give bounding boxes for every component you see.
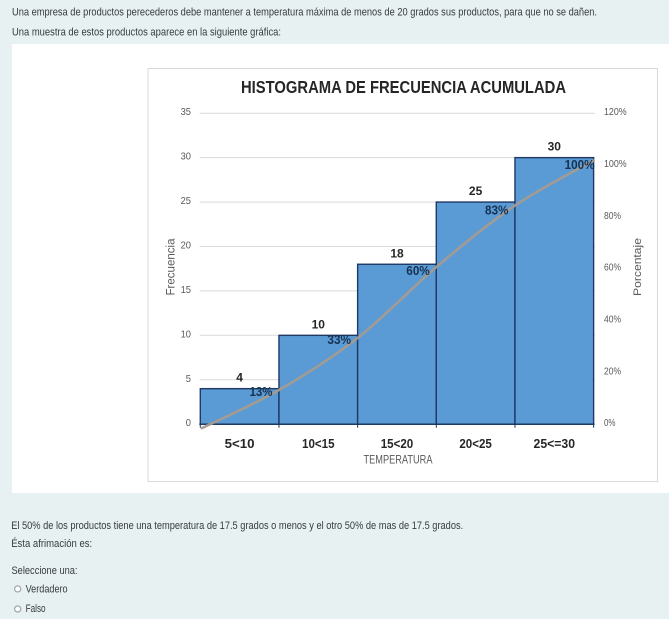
svg-text:Ésta afrimación es:: Ésta afrimación es: <box>11 537 92 550</box>
svg-text:100%: 100% <box>604 159 627 170</box>
svg-text:10: 10 <box>181 329 192 340</box>
svg-text:5: 5 <box>186 374 191 385</box>
svg-text:13%: 13% <box>250 384 273 399</box>
svg-text:20: 20 <box>181 241 192 252</box>
svg-text:Verdadero: Verdadero <box>26 584 68 596</box>
svg-text:5<10: 5<10 <box>225 436 255 451</box>
svg-text:Una muestra de estos productos: Una muestra de estos productos aparece e… <box>12 27 281 39</box>
svg-text:Falso: Falso <box>26 603 46 615</box>
svg-text:Una empresa de productos perec: Una empresa de productos perecederos deb… <box>12 7 597 19</box>
svg-text:TEMPERATURA: TEMPERATURA <box>364 455 433 467</box>
svg-text:25: 25 <box>469 184 483 198</box>
svg-text:20%: 20% <box>604 366 621 377</box>
svg-text:83%: 83% <box>485 203 509 218</box>
svg-text:18: 18 <box>390 246 404 260</box>
svg-text:80%: 80% <box>604 211 621 222</box>
svg-text:Seleccione una:: Seleccione una: <box>12 565 78 577</box>
svg-text:15: 15 <box>181 285 192 296</box>
svg-text:25<=30: 25<=30 <box>534 436 576 451</box>
svg-text:15<20: 15<20 <box>381 436 414 451</box>
svg-text:30: 30 <box>548 140 562 154</box>
svg-text:0%: 0% <box>604 418 616 429</box>
svg-text:60%: 60% <box>406 263 430 278</box>
svg-text:30: 30 <box>181 152 192 163</box>
svg-text:35: 35 <box>181 107 192 118</box>
svg-text:0: 0 <box>186 418 191 429</box>
svg-text:60%: 60% <box>604 263 621 274</box>
svg-text:10: 10 <box>312 317 326 331</box>
svg-text:Frecuencia: Frecuencia <box>166 238 178 296</box>
svg-text:10<15: 10<15 <box>302 436 335 451</box>
svg-text:120%: 120% <box>604 107 627 118</box>
svg-text:4: 4 <box>236 371 243 385</box>
svg-text:33%: 33% <box>327 332 351 347</box>
svg-text:20<25: 20<25 <box>459 436 492 451</box>
svg-text:25: 25 <box>181 196 192 207</box>
svg-text:100%: 100% <box>565 157 595 172</box>
svg-text:HISTOGRAMA DE FRECUENCIA ACUMU: HISTOGRAMA DE FRECUENCIA ACUMULADA <box>241 77 566 97</box>
svg-text:Porcentaje: Porcentaje <box>632 238 644 296</box>
svg-text:40%: 40% <box>604 315 621 326</box>
svg-text:El 50% de los productos tiene: El 50% de los productos tiene una temper… <box>11 520 463 532</box>
